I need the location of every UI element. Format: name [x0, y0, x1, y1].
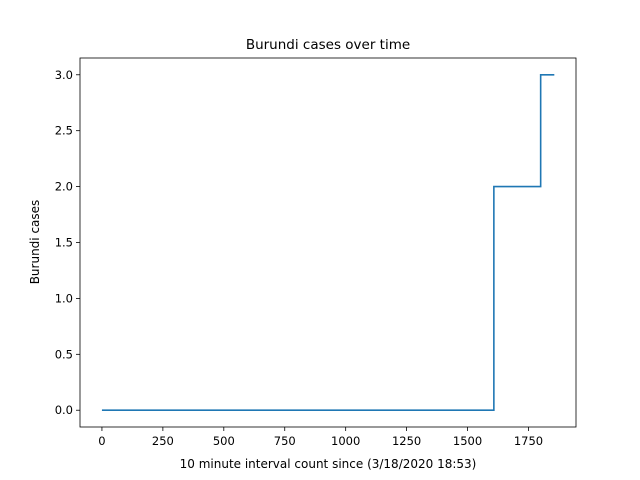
- y-tick-label: 0.5: [55, 347, 73, 361]
- x-tick-label: 0: [98, 434, 105, 448]
- y-tick-label: 3.0: [55, 68, 73, 82]
- x-tick-label: 1750: [514, 434, 543, 448]
- x-tick-label: 1500: [453, 434, 482, 448]
- series-line-0: [101, 73, 555, 412]
- y-axis: 0.0 0.5 1.0 1.5 2.0 2.5 3.0: [55, 68, 80, 417]
- y-tick-label: 1.0: [55, 291, 73, 305]
- y-tick-label: 0.0: [55, 403, 73, 417]
- x-tick-label: 750: [274, 434, 296, 448]
- x-tick-label: 1250: [392, 434, 421, 448]
- y-tick-label: 2.5: [55, 124, 73, 138]
- axes-frame: [79, 57, 577, 428]
- plot-area: [101, 73, 555, 412]
- x-tick-label: 250: [152, 434, 174, 448]
- x-tick-label: 1000: [331, 434, 360, 448]
- chart-title: Burundi cases over time: [246, 37, 410, 53]
- y-tick-label: 2.0: [55, 180, 73, 194]
- x-tick-label: 500: [213, 434, 235, 448]
- x-axis-label: 10 minute interval count since (3/18/202…: [180, 457, 477, 471]
- y-tick-label: 1.5: [55, 236, 73, 250]
- y-axis-label: Burundi cases: [28, 200, 42, 285]
- x-axis: 0 250 500 750 1000 1250 1500 1750: [98, 427, 543, 448]
